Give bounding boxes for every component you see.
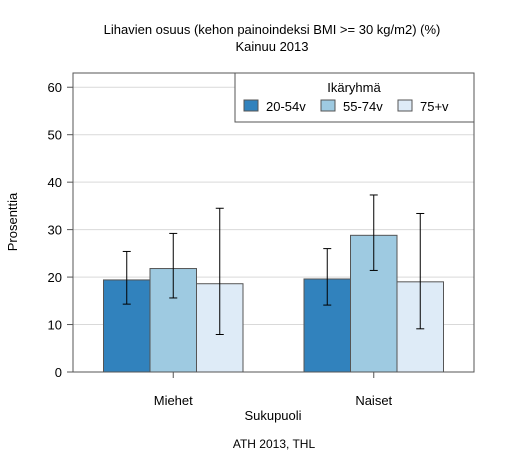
y-tick-label: 10 — [48, 318, 62, 333]
source-caption: ATH 2013, THL — [233, 437, 316, 451]
y-tick-label: 50 — [48, 128, 62, 143]
legend-label: 55-74v — [343, 99, 383, 114]
legend-swatch — [243, 99, 259, 112]
chart-subtitle: Kainuu 2013 — [235, 39, 308, 54]
legend: Ikäryhmä 20-54v 55-74v 75+v — [234, 72, 475, 123]
y-tick-label: 40 — [48, 175, 62, 190]
x-tick-label: Naiset — [355, 393, 392, 408]
bar-series — [103, 234, 444, 373]
legend-box — [234, 72, 475, 123]
y-tick-label: 0 — [55, 365, 62, 380]
error-bars — [122, 194, 425, 336]
legend-swatch — [397, 99, 413, 112]
legend-items: 20-54v 55-74v 75+v — [243, 99, 449, 114]
legend-label: 20-54v — [266, 99, 306, 114]
x-axis: Miehet Naiset — [154, 372, 393, 408]
chart-title: Lihavien osuus (kehon painoindeksi BMI >… — [104, 22, 441, 37]
y-tick-label: 20 — [48, 270, 62, 285]
y-tick-label: 30 — [48, 223, 62, 238]
y-axis-label: Prosenttia — [5, 192, 20, 251]
x-axis-label: Sukupuoli — [244, 408, 301, 423]
y-tick-label: 60 — [48, 80, 62, 95]
y-axis: 0 10 20 30 40 50 60 — [48, 80, 73, 380]
legend-label: 75+v — [420, 99, 449, 114]
x-tick-label: Miehet — [154, 393, 193, 408]
legend-title: Ikäryhmä — [327, 80, 381, 95]
legend-swatch — [320, 99, 336, 112]
